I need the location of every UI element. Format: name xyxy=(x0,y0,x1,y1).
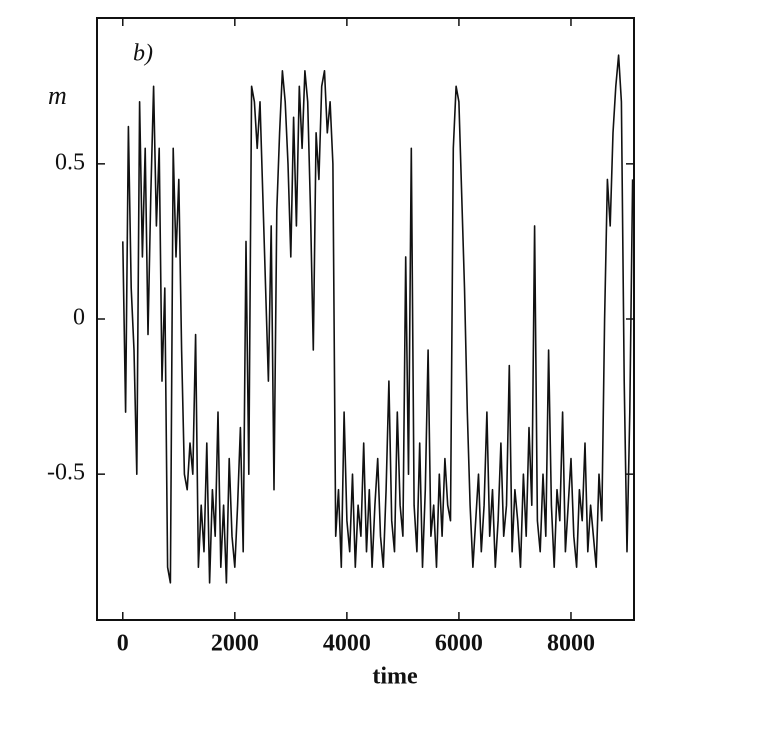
annotation: b) xyxy=(133,41,153,67)
x-axis-label: time xyxy=(372,664,418,690)
data-line xyxy=(122,54,634,584)
x-tick-label: 8000 xyxy=(547,631,595,657)
y-axis-label: m xyxy=(48,81,67,110)
y-tick-label: 0 xyxy=(73,305,85,331)
x-tick-label: 4000 xyxy=(323,631,371,657)
x-tick-label: 6000 xyxy=(435,631,483,657)
y-tick-label: 0.5 xyxy=(55,149,85,175)
x-tick-label: 2000 xyxy=(211,631,259,657)
y-tick-label: -0.5 xyxy=(47,460,85,486)
x-tick-label: 0 xyxy=(117,631,129,657)
